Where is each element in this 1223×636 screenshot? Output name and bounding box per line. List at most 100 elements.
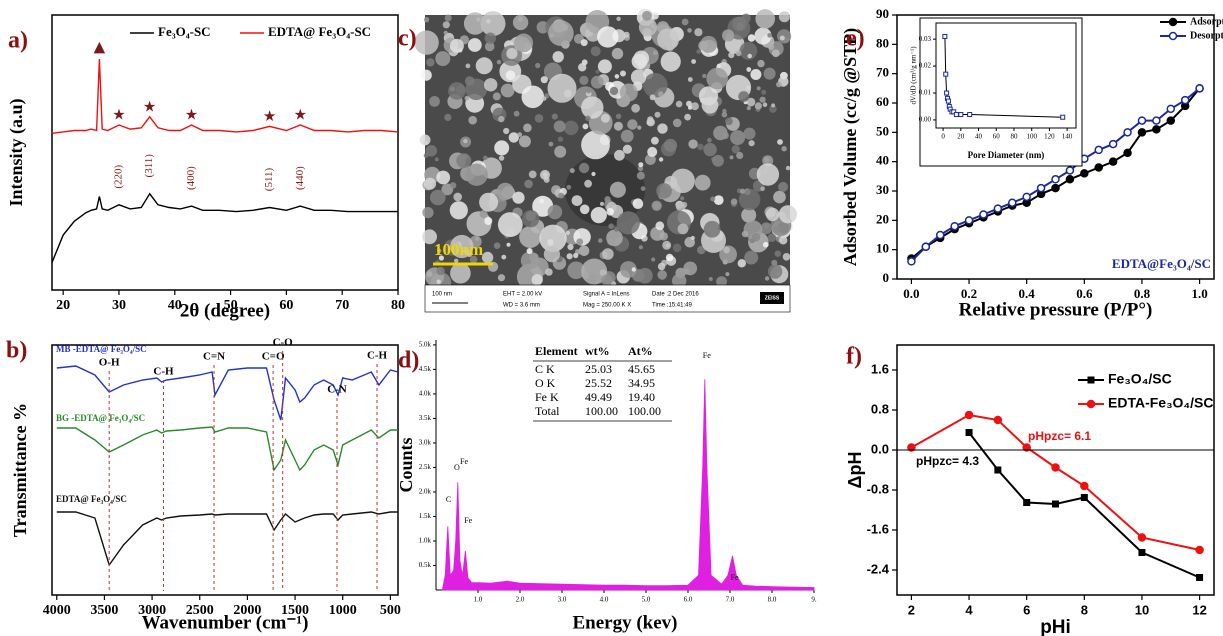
y-tick-label: 3.0k <box>419 439 432 447</box>
sem-particle <box>579 163 589 173</box>
sem-particle <box>722 132 729 139</box>
marker <box>1124 129 1131 136</box>
sem-particle <box>763 168 769 174</box>
info-text: Mag = 250.00 K X <box>583 303 631 309</box>
series-label: EDTA@ Fe₃O₄/SC <box>56 494 127 504</box>
sem-particle <box>610 87 618 95</box>
x-tick-label: 4 <box>965 602 973 617</box>
sem-particle <box>767 33 772 38</box>
sem-particle <box>686 101 692 107</box>
sem-particle <box>465 96 470 101</box>
y-axis-label: ΔpH <box>845 452 865 489</box>
marker <box>1009 199 1016 206</box>
sem-particle <box>673 244 682 253</box>
sem-particle <box>647 116 653 122</box>
y-tick-label: 3.5k <box>419 414 432 422</box>
y-tick-label: 50 <box>876 123 889 138</box>
inset-marker <box>943 34 947 38</box>
table-cell: O K <box>535 376 556 390</box>
sem-particle <box>639 18 657 36</box>
sem-particle <box>638 162 643 167</box>
y-tick-label: 2.0k <box>419 488 432 496</box>
sem-particle <box>523 124 532 133</box>
table-cell: C K <box>535 362 555 376</box>
sem-particle <box>576 238 583 245</box>
sem-particle <box>598 238 603 243</box>
peak-label: C-H <box>153 366 174 378</box>
x-tick-label: 80 <box>391 298 405 313</box>
sem-particle <box>768 44 774 50</box>
sem-particle <box>740 189 745 194</box>
sem-particle <box>764 223 769 228</box>
x-tick-label: 70 <box>335 298 349 313</box>
marker <box>1023 499 1030 506</box>
hkl-label: (220) <box>112 165 124 189</box>
peak-marker: ▲ <box>94 38 106 56</box>
sem-particle <box>570 168 575 173</box>
panel-label: c) <box>398 26 417 52</box>
sem-particle <box>760 187 765 192</box>
sem-particle <box>779 205 797 223</box>
x-tick-label: 6 <box>1023 602 1030 617</box>
sem-particle <box>424 178 436 190</box>
inset-marker <box>945 91 949 95</box>
sem-particle <box>519 226 541 248</box>
y-tick-label: 1.6 <box>871 361 889 376</box>
sem-particle <box>468 38 482 52</box>
sem-particle <box>545 268 553 276</box>
series-label: BG -EDTA@ Fe₃O₄/SC <box>56 413 145 423</box>
sem-particle <box>631 104 640 113</box>
x-tick-label: 20 <box>56 298 70 313</box>
sem-particle <box>746 67 751 72</box>
sem-particle <box>632 267 636 271</box>
sem-particle <box>514 34 533 53</box>
inset-x-tick-label: 100 <box>1026 133 1037 141</box>
table-header: wt% <box>585 344 610 358</box>
table-cell: 45.65 <box>628 362 655 376</box>
x-tick-label: 8 <box>1081 602 1088 617</box>
sem-particle <box>549 142 554 147</box>
peak-label: Fe <box>703 351 711 360</box>
sem-particle <box>661 52 681 72</box>
y-tick-label: 0.0 <box>871 441 889 456</box>
sem-particle <box>494 242 501 249</box>
x-axis-label: 2θ (degree) <box>180 300 270 321</box>
marker <box>1196 574 1203 581</box>
sem-particle <box>781 146 786 151</box>
sem-particle <box>702 97 719 114</box>
sem-particle <box>443 21 450 28</box>
peak-label: C-O <box>273 337 294 349</box>
hkl-label: (440) <box>294 166 306 190</box>
x-tick-label: 8.0 <box>768 596 777 604</box>
sem-particle <box>768 233 777 242</box>
sem-particle <box>484 78 497 91</box>
y-tick-label: 60 <box>876 94 889 109</box>
sem-particle <box>778 182 788 192</box>
inset-marker <box>954 113 958 117</box>
sem-particle <box>725 118 733 126</box>
sem-particle <box>722 112 728 118</box>
sem-particle <box>598 59 612 73</box>
panel-label: f) <box>846 344 862 370</box>
marker <box>1124 149 1131 156</box>
sem-particle <box>581 96 603 118</box>
hkl-label: (400) <box>185 166 197 190</box>
sem-particle <box>637 172 645 180</box>
sem-particle <box>634 51 650 67</box>
marker <box>1138 129 1145 136</box>
sem-particle <box>539 199 544 204</box>
legend-label: Adsorption <box>1190 16 1223 27</box>
sem-particle <box>522 86 545 109</box>
sem-particle <box>501 255 506 260</box>
sem-particle <box>436 171 450 185</box>
y-tick-label: 70 <box>876 65 889 80</box>
sem-particle <box>773 191 786 204</box>
sem-particle <box>771 260 777 266</box>
sem-particle <box>524 180 533 189</box>
sem-particle <box>673 119 682 128</box>
sem-particle <box>483 156 488 161</box>
info-text: Date :2 Dec 2016 <box>652 292 699 298</box>
sem-particle <box>775 251 781 257</box>
y-tick-label: 5.0k <box>419 341 432 349</box>
sem-particle <box>548 74 577 103</box>
